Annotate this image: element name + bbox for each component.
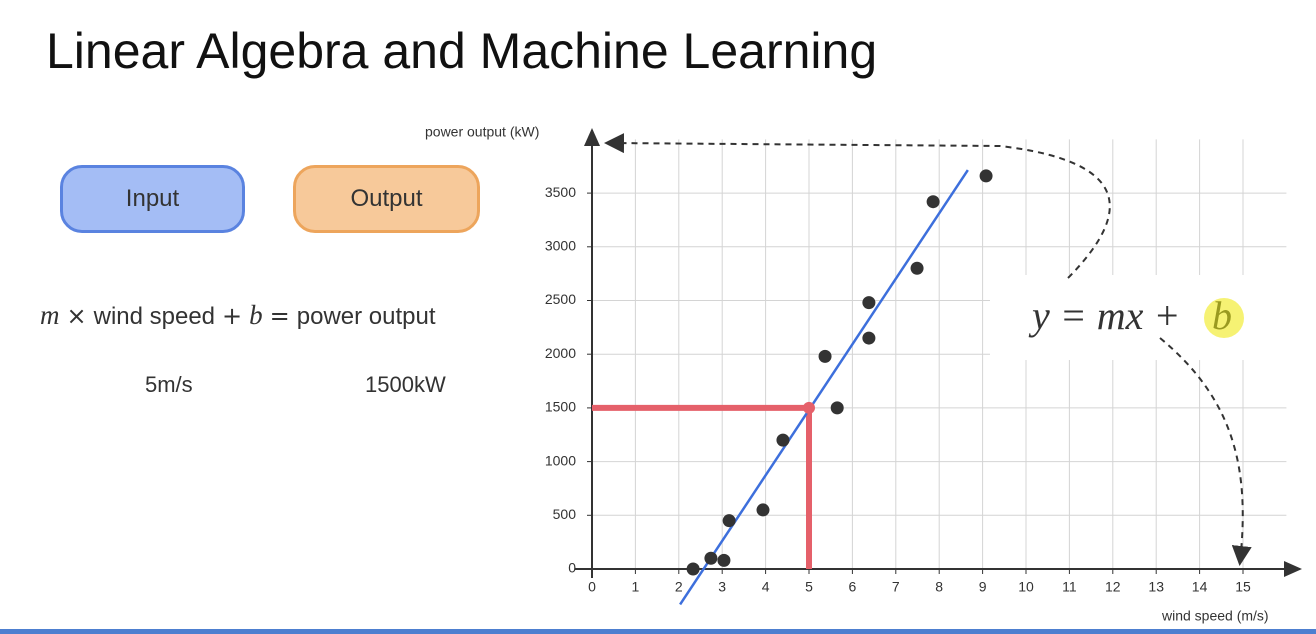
y-tick-label: 2000: [545, 345, 576, 361]
x-tick-label: 14: [1192, 579, 1208, 595]
x-axis-label: wind speed (m/s): [1161, 608, 1269, 624]
output-box: Output: [293, 165, 480, 233]
x-tick-label: 7: [892, 579, 900, 595]
data-point: [704, 551, 718, 565]
highlight-circle: [1204, 298, 1244, 338]
y-tick-label: 2500: [545, 291, 576, 307]
highlight-point: [803, 401, 815, 414]
equation-panel: [990, 275, 1316, 360]
formula-part: +: [222, 302, 243, 330]
x-tick-label: 4: [762, 579, 770, 595]
data-point: [756, 503, 770, 517]
x-tick-label: 15: [1235, 579, 1251, 595]
input-box: Input: [60, 165, 245, 233]
data-point: [686, 562, 700, 576]
x-tick-label: 3: [718, 579, 726, 595]
data-point: [717, 553, 731, 567]
equation: y = mx +: [1028, 293, 1180, 338]
formula-part: wind speed: [93, 303, 216, 330]
dashed-arrow: [1159, 337, 1252, 566]
data-point: [926, 195, 940, 209]
x-tick-label: 6: [849, 579, 857, 595]
x-tick-label: 1: [632, 579, 640, 595]
x-tick-label: 10: [1018, 579, 1034, 595]
x-tick-label: 9: [979, 579, 987, 595]
data-point: [862, 331, 876, 345]
data-point: [776, 433, 790, 447]
data-point: [862, 296, 876, 310]
y-tick-label: 500: [553, 506, 577, 522]
y-tick-label: 1000: [545, 452, 576, 468]
y-tick-label: 0: [568, 560, 576, 576]
fit-line: [679, 169, 969, 606]
y-tick-label: 1500: [545, 399, 576, 415]
x-tick-label: 8: [935, 579, 943, 595]
x-tick-label: 11: [1062, 579, 1077, 595]
x-tick-label: 13: [1148, 579, 1164, 595]
example-output: 1500kW: [365, 372, 446, 397]
formula-part: m: [40, 300, 60, 330]
bottom-bar: [0, 629, 1316, 634]
formula-part: =: [269, 302, 290, 330]
example-input: 5m/s: [145, 372, 193, 397]
formula-part: ×: [66, 302, 87, 330]
y-axis-label: power output (kW): [425, 124, 539, 140]
formula: m × wind speed + b = power output: [40, 300, 443, 331]
data-point: [722, 514, 736, 528]
formula-part: b: [249, 300, 263, 330]
data-point: [818, 349, 832, 363]
dashed-arrow: [604, 133, 1111, 279]
equation-b: b: [1212, 293, 1232, 338]
data-point: [910, 261, 924, 275]
x-tick-label: 5: [805, 579, 813, 595]
x-tick-label: 12: [1105, 579, 1121, 595]
x-tick-label: 0: [588, 579, 596, 595]
x-tick-label: 2: [675, 579, 683, 595]
slide-title: Linear Algebra and Machine Learning: [46, 23, 878, 79]
y-tick-label: 3000: [545, 238, 576, 254]
y-tick-label: 3500: [545, 184, 576, 200]
data-point: [979, 169, 993, 183]
formula-part: power output: [296, 303, 436, 330]
data-point: [830, 401, 844, 415]
